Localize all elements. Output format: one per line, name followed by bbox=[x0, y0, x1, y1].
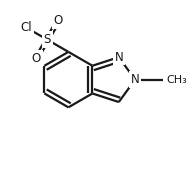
Text: N: N bbox=[131, 73, 139, 86]
Text: O: O bbox=[53, 14, 63, 27]
Text: N: N bbox=[114, 51, 123, 64]
Text: Cl: Cl bbox=[20, 21, 32, 34]
Text: S: S bbox=[44, 33, 51, 46]
Text: CH₃: CH₃ bbox=[167, 75, 187, 85]
Text: O: O bbox=[32, 52, 41, 65]
